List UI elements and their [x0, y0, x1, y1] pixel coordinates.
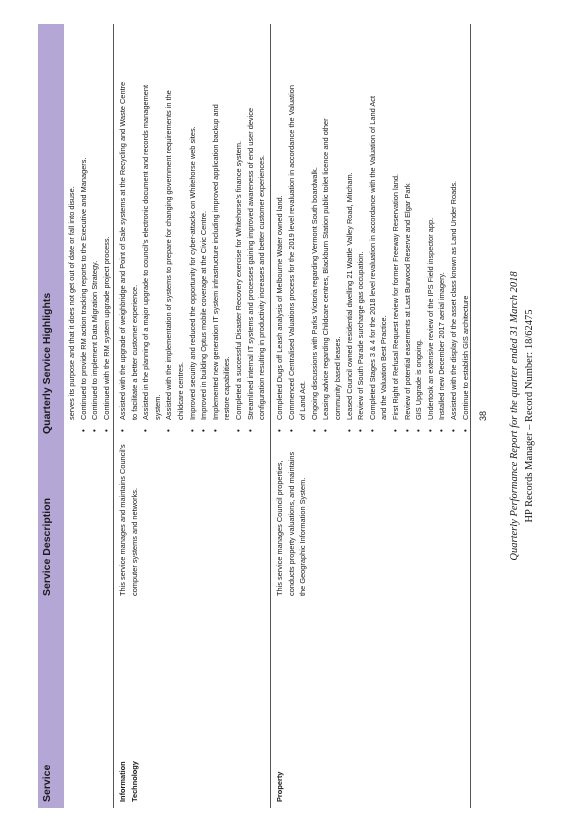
list-item: Review of potential easements at Last Bu…: [402, 29, 414, 434]
highlights-list-property: Completed Dugs off Leash analysis of Mel…: [274, 29, 471, 434]
list-item: Continued with the RM system upgrade pro…: [101, 29, 113, 434]
list-item: Assisted with the upgrade of weighbridge…: [117, 29, 129, 434]
list-item: childcare centres.: [175, 362, 185, 420]
carryover-list: serves its purpose and that it does not …: [66, 29, 112, 434]
row-divider: [113, 24, 114, 808]
list-item: community based leases.: [332, 336, 342, 420]
list-item: and the Valuation Best Practice.: [379, 315, 389, 420]
list-item: configuration resulting in productivity …: [257, 155, 267, 420]
record-number: HP Records Manager – Record Number: 18/6…: [524, 309, 535, 523]
list-item: Leasing advice regarding Childcare centr…: [320, 29, 332, 434]
highlights-list-it: Assisted with the upgrade of weighbridge…: [117, 29, 268, 434]
report-title: Quarterly Performance Report for the qua…: [509, 271, 520, 561]
table-bottom-rule: [470, 24, 471, 808]
list-item: Implemented new generation IT system inf…: [210, 29, 222, 434]
page-number: 38: [478, 411, 488, 422]
highlights-property: Completed Dugs off Leash analysis of Mel…: [274, 29, 471, 434]
list-item: Assisted with the implementation of syst…: [163, 29, 175, 434]
service-name-it: Information Technology: [118, 761, 139, 802]
list-item: to facilitate a better customer experien…: [129, 284, 139, 420]
list-item: Completed a successful Disaster Recovery…: [233, 29, 245, 434]
list-item: GIS Upgrade is ongoing.: [413, 29, 425, 434]
list-item: Assisted with the display of the asset c…: [448, 29, 460, 434]
list-item: Continued to implement Data Migration St…: [89, 29, 101, 434]
service-description-property: This service manages Council properties,…: [275, 451, 308, 596]
list-item: Improved in building Optus mobile covera…: [198, 29, 210, 434]
header-quarterly-highlights: Quarterly Service Highlights: [41, 292, 53, 434]
list-item: Completed Stages 3 & 4 for the 2018 leve…: [367, 29, 379, 434]
list-item: Assisted in the planning of a major upgr…: [140, 29, 152, 434]
list-item: Installed new December 2017 aerial image…: [436, 29, 448, 434]
list-item: Completed Dugs off Leash analysis of Mel…: [274, 29, 286, 434]
list-item: restore capabilities.: [222, 356, 232, 420]
list-item: Review of South Parade surcharge gas occ…: [355, 29, 367, 434]
carryover-highlights: serves its purpose and that it does not …: [66, 29, 112, 434]
rotated-page: Service Service Description Quarterly Se…: [12, 24, 552, 808]
highlights-it: Assisted with the upgrade of weighbridge…: [117, 29, 268, 434]
list-item: Continued to provide RM action tracking …: [78, 29, 90, 434]
list-item: serves its purpose and that it does not …: [67, 186, 76, 420]
row-divider: [270, 24, 271, 808]
list-item: Leased Council owned residential dwellin…: [344, 29, 356, 434]
list-item: Improved security and reduced the opport…: [187, 29, 199, 434]
list-item: of Land Act.: [298, 380, 308, 420]
service-name-property: Property: [275, 771, 284, 802]
list-item: Ongoing discussions with Parks Victoria …: [309, 29, 321, 434]
service-description-it: This service manages and maintains Counc…: [118, 444, 139, 596]
table-header: Service Service Description Quarterly Se…: [38, 24, 64, 808]
list-item: Undertook an extensive review of the IPS…: [425, 29, 437, 434]
list-item: system.: [152, 394, 162, 420]
header-service-description: Service Description: [41, 497, 53, 596]
list-item: Streamlined internal IT systems and proc…: [245, 29, 257, 434]
list-item: Commenced Centralised Valuations process…: [286, 29, 298, 434]
header-service: Service: [41, 764, 53, 802]
list-item: First Right of Refusal Request review fo…: [390, 29, 402, 434]
